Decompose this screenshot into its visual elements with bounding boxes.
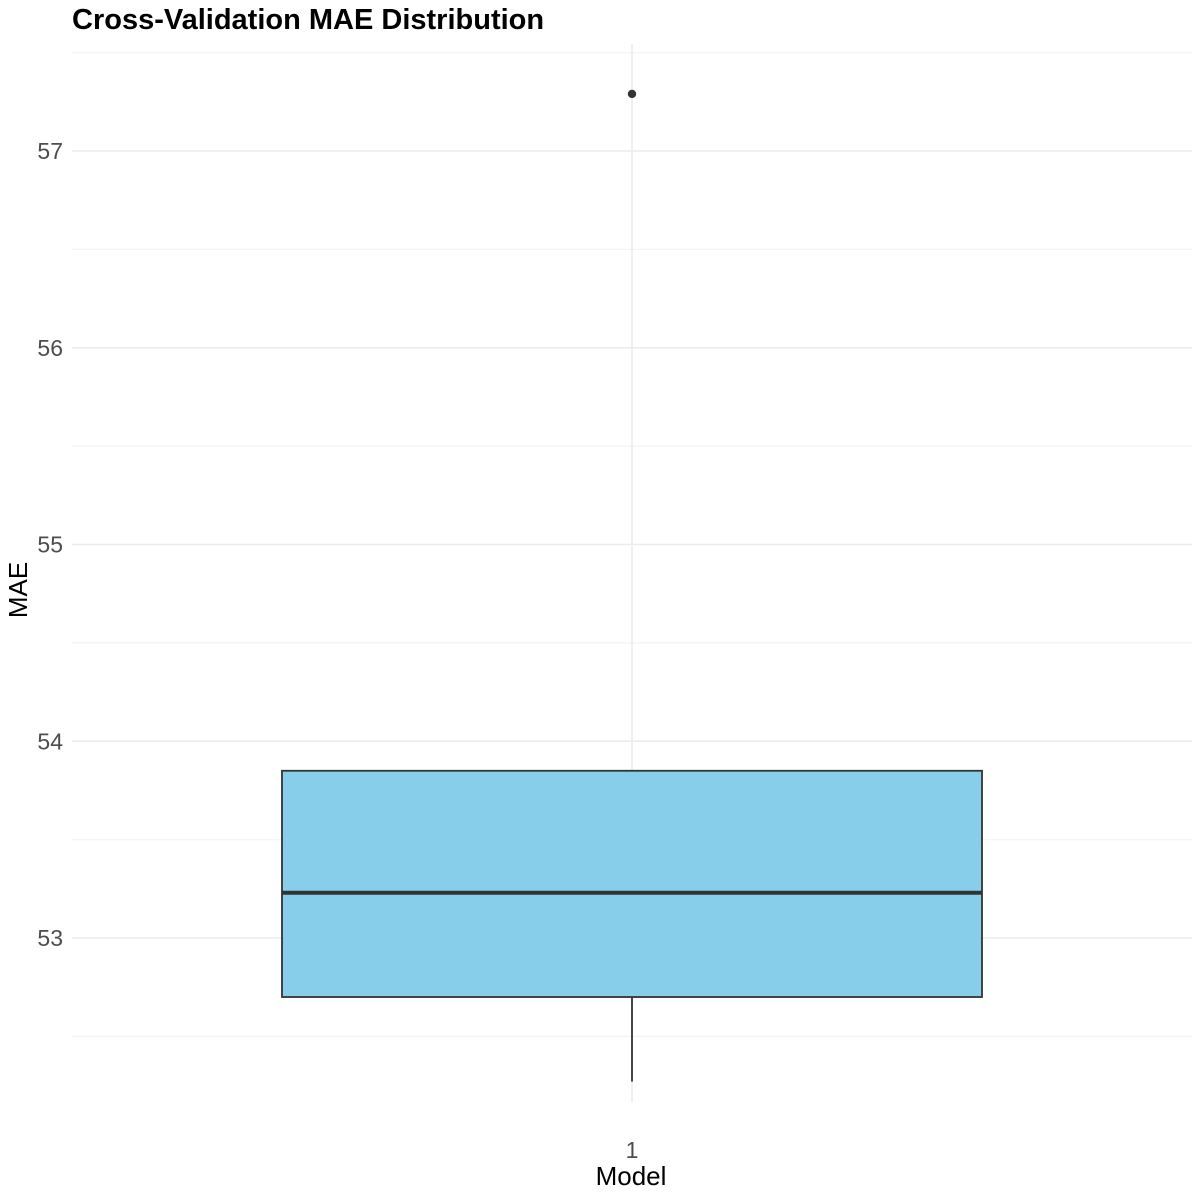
box-iqr (281, 769, 983, 998)
y-tick-label: 53 (37, 925, 63, 951)
box-layer (281, 89, 983, 1082)
x-tick-label: 1 (626, 1137, 639, 1163)
chart-title: Cross-Validation MAE Distribution (72, 4, 544, 36)
y-tick-label: 56 (37, 335, 63, 361)
y-tick-label: 55 (37, 532, 63, 558)
y-tick-label: 54 (37, 728, 63, 754)
x-axis-title: Model (596, 1161, 667, 1191)
outlier-point (627, 89, 637, 99)
y-tick-labels: 53 54 55 56 57 (37, 138, 63, 951)
grid-layer (72, 44, 1192, 1102)
x-tick-labels: 1 (626, 1137, 639, 1163)
y-axis-title: MAE (3, 562, 33, 618)
y-tick-label: 57 (37, 138, 63, 164)
